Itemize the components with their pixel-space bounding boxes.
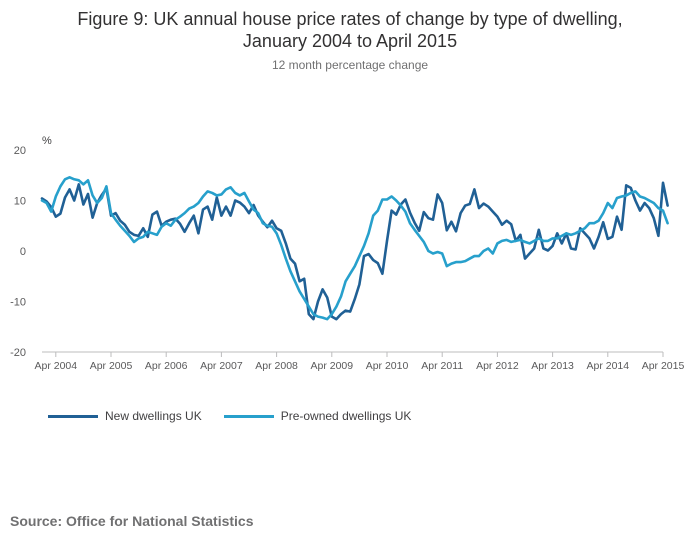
x-tick-label: Apr 2008: [255, 360, 298, 372]
legend-swatch-new-dwellings: [48, 414, 98, 418]
x-tick-label: Apr 2006: [145, 360, 188, 372]
x-tick-label: Apr 2009: [310, 360, 353, 372]
legend-label-pre-owned-dwellings: Pre-owned dwellings UK: [280, 409, 412, 423]
chart-title-line1: Figure 9: UK annual house price rates of…: [77, 9, 623, 29]
series-line-new-dwellings: [40, 181, 669, 321]
y-tick-label: 10: [14, 196, 26, 208]
y-tick-label: 20: [14, 145, 26, 157]
chart-subtitle: 12 month percentage change: [271, 58, 429, 72]
x-tick-label: Apr 2015: [642, 360, 685, 372]
x-tick-label: Apr 2010: [366, 360, 409, 372]
line-chart: % 20 10 0 -10 -20 Apr 2004 Apr 2005 Apr 2006 Apr …: [10, 135, 685, 372]
legend-item-new-dwellings[interactable]: New dwellings UK: [48, 409, 202, 423]
x-tick-label: Apr 2014: [586, 360, 629, 372]
y-tick-label: -10: [10, 297, 26, 309]
x-tick-label: Apr 2011: [421, 360, 463, 372]
y-tick-label: 0: [20, 246, 26, 258]
chart-legend: New dwellings UK Pre-owned dwellings UK: [48, 409, 433, 423]
x-tick-label: Apr 2004: [34, 360, 77, 372]
legend-label-new-dwellings: New dwellings UK: [105, 409, 202, 423]
chart-title: Figure 9: UK annual house price rates of…: [0, 8, 700, 52]
y-axis-unit-label: %: [42, 135, 52, 147]
legend-swatch-pre-owned-dwellings: [223, 414, 274, 418]
x-tick-label: Apr 2013: [531, 360, 574, 372]
legend-item-pre-owned-dwellings[interactable]: Pre-owned dwellings UK: [223, 409, 412, 423]
x-tick-label: Apr 2012: [476, 360, 519, 372]
y-tick-label: -20: [10, 347, 26, 359]
series-line-pre-owned-dwellings: [40, 175, 669, 321]
source-note: Source: Office for National Statistics: [10, 513, 254, 529]
x-tick-label: Apr 2007: [200, 360, 243, 372]
chart-title-line2: January 2004 to April 2015: [242, 31, 458, 51]
x-tick-label: Apr 2005: [90, 360, 133, 372]
